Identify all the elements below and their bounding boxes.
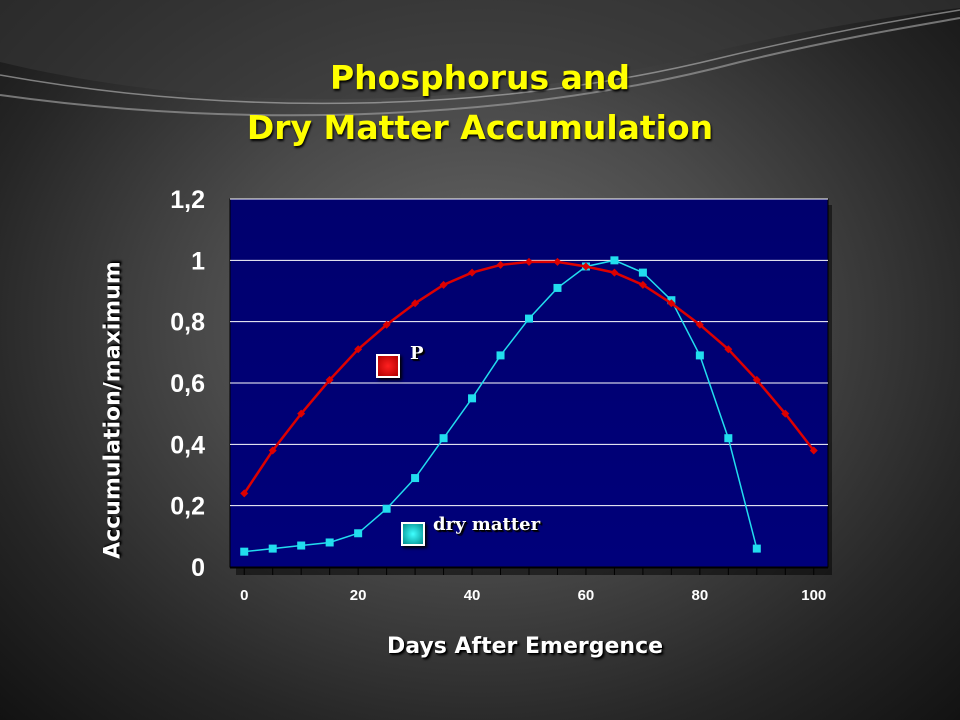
data-point-dry-matter: [468, 394, 477, 403]
x-tick-label: 100: [801, 587, 826, 604]
data-point-dry-matter: [553, 283, 562, 292]
data-point-p: [781, 409, 790, 418]
data-point-dry-matter: [695, 351, 704, 360]
data-point-dry-matter: [325, 538, 334, 547]
data-point-p: [411, 299, 420, 308]
x-axis-label: Days After Emergence: [386, 634, 664, 659]
y-tick-label: 0,2: [170, 493, 205, 521]
y-tick-label: 0: [191, 554, 205, 582]
data-point-dry-matter: [525, 314, 533, 323]
legend-label-dry-matter: dry matter: [433, 514, 541, 535]
x-tick-label: 20: [350, 587, 367, 604]
data-point-p: [525, 257, 533, 266]
chart-title-line-1: Phosphorus and: [329, 58, 631, 97]
data-point-dry-matter: [268, 544, 277, 553]
data-point-p: [468, 268, 477, 277]
y-axis-label: Accumulation/maximum: [100, 261, 126, 559]
series-layer: [240, 256, 818, 556]
data-point-p: [638, 280, 647, 289]
y-axis-ticks: 0 0,2 0,4 0,6 0,8 1 1,2: [170, 186, 205, 582]
legend-label-p: P: [410, 343, 424, 364]
y-tick-label: 0,4: [170, 431, 205, 459]
data-point-dry-matter: [610, 256, 619, 265]
x-axis-ticks: 0 20 40 60 80 100: [230, 567, 828, 604]
data-point-p: [240, 489, 249, 498]
data-point-p: [752, 375, 761, 384]
x-tick-label: 80: [692, 587, 709, 604]
data-point-p: [382, 320, 391, 329]
data-point-dry-matter: [724, 434, 733, 443]
data-point-p: [354, 345, 363, 354]
data-point-p: [724, 345, 733, 354]
data-point-p: [297, 409, 306, 418]
data-point-dry-matter: [297, 541, 306, 550]
x-tick-label: 40: [464, 587, 481, 604]
data-point-dry-matter: [752, 544, 761, 553]
data-point-p: [325, 375, 334, 384]
chart-title-line-2: Dry Matter Accumulation: [246, 108, 714, 147]
y-tick-label: 0,6: [170, 370, 205, 398]
data-point-p: [496, 260, 505, 269]
legend-swatch-p: [376, 354, 400, 378]
data-point-p: [268, 446, 277, 455]
data-point-p: [553, 257, 562, 266]
y-tick-label: 1: [191, 247, 205, 275]
y-tick-label: 1,2: [170, 186, 205, 214]
legend-swatch-dry-matter: [401, 522, 425, 546]
data-point-dry-matter: [496, 351, 505, 360]
data-point-p: [581, 262, 590, 271]
data-point-p: [695, 320, 704, 329]
data-point-dry-matter: [354, 529, 363, 538]
x-tick-label: 0: [240, 587, 248, 604]
data-point-p: [667, 299, 676, 308]
data-point-dry-matter: [638, 268, 647, 277]
data-point-dry-matter: [382, 504, 391, 513]
data-point-p: [610, 268, 619, 277]
data-point-dry-matter: [240, 547, 249, 556]
data-point-dry-matter: [411, 474, 420, 483]
x-tick-label: 60: [578, 587, 595, 604]
data-point-dry-matter: [439, 434, 448, 443]
data-point-p: [809, 446, 818, 455]
y-tick-label: 0,8: [170, 309, 205, 337]
data-point-p: [439, 280, 448, 289]
